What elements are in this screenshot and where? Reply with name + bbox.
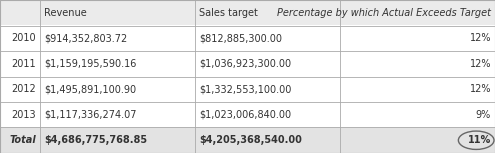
Text: 12%: 12%: [470, 33, 491, 43]
Bar: [0, 26, 495, 51]
Text: 2012: 2012: [11, 84, 36, 94]
Text: 2011: 2011: [11, 59, 36, 69]
Text: $1,023,006,840.00: $1,023,006,840.00: [199, 110, 291, 120]
Text: $4,686,775,768.85: $4,686,775,768.85: [44, 135, 147, 145]
Text: $1,495,891,100.90: $1,495,891,100.90: [44, 84, 136, 94]
Bar: [0, 51, 495, 76]
Text: $1,159,195,590.16: $1,159,195,590.16: [44, 59, 137, 69]
Text: 11%: 11%: [468, 135, 491, 145]
Text: 2010: 2010: [11, 33, 36, 43]
Text: $812,885,300.00: $812,885,300.00: [199, 33, 282, 43]
Text: Sales target: Sales target: [199, 8, 258, 18]
Text: $1,117,336,274.07: $1,117,336,274.07: [44, 110, 137, 120]
Bar: [0, 76, 495, 102]
Bar: [0, 127, 495, 153]
Text: 12%: 12%: [470, 59, 491, 69]
Bar: [0, 102, 495, 127]
Text: Revenue: Revenue: [44, 8, 87, 18]
Text: Percentage by which Actual Exceeds Target: Percentage by which Actual Exceeds Targe…: [277, 8, 491, 18]
Text: 12%: 12%: [470, 84, 491, 94]
Text: 2013: 2013: [11, 110, 36, 120]
Text: $914,352,803.72: $914,352,803.72: [44, 33, 127, 43]
Text: $1,332,553,100.00: $1,332,553,100.00: [199, 84, 292, 94]
Text: $4,205,368,540.00: $4,205,368,540.00: [199, 135, 302, 145]
Text: 9%: 9%: [476, 110, 491, 120]
Text: $1,036,923,300.00: $1,036,923,300.00: [199, 59, 291, 69]
Bar: [0, 0, 495, 26]
Text: Total: Total: [9, 135, 36, 145]
